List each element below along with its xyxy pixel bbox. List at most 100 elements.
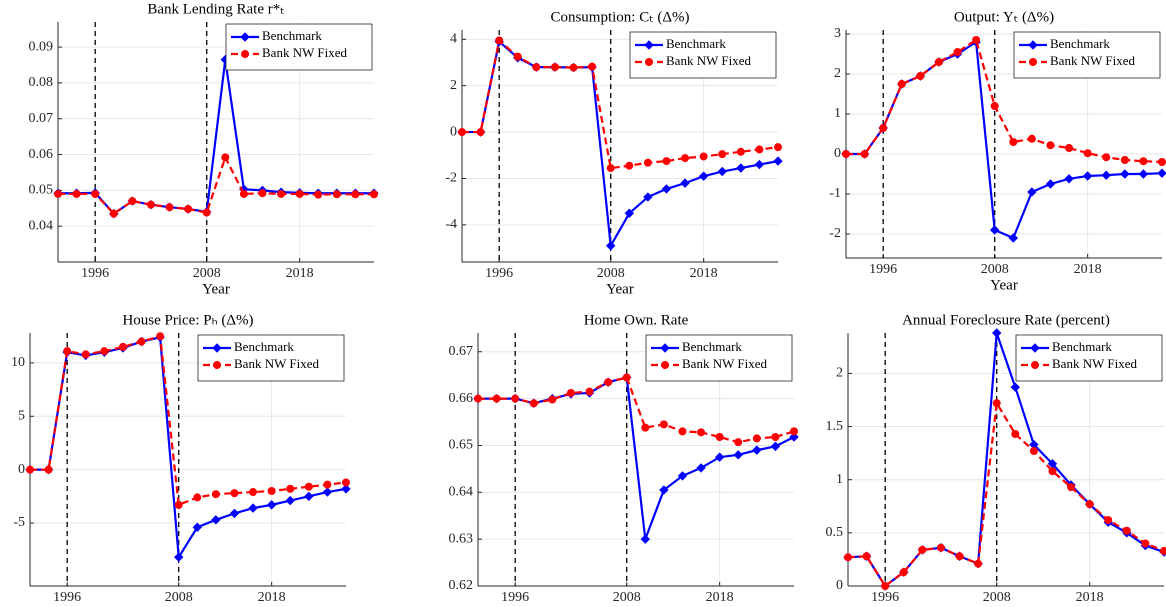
legend-marker (644, 40, 654, 50)
marker (229, 508, 240, 519)
marker (128, 197, 137, 206)
x-tick-label: 2018 (706, 590, 734, 605)
marker (495, 36, 504, 45)
x-tick-label: 1996 (53, 590, 81, 605)
x-tick-label: 2018 (258, 590, 286, 605)
marker (972, 36, 981, 44)
legend: Benchmark Bank NW Fixed (1015, 334, 1163, 382)
chart-panel: -5 0 5 10 1996 2008 2018 House Price: Pₕ (Δ%) Ye… (11, 312, 351, 607)
marker (277, 189, 286, 198)
legend-marker (1031, 361, 1039, 369)
marker (953, 48, 962, 56)
x-tick-label: 1996 (871, 590, 899, 605)
y-tick-label: 3 (834, 26, 841, 41)
legend-box (1015, 334, 1163, 382)
marker (304, 491, 314, 502)
marker (698, 171, 709, 181)
series-line (846, 38, 1163, 164)
marker (1048, 467, 1057, 476)
x-tick-label: 2018 (690, 266, 718, 281)
legend-box (197, 334, 345, 382)
legend-marker (661, 361, 669, 369)
chart-panel: 0.04 0.05 0.06 0.07 0.08 0.09 1996 2008 2018 Bank… (29, 1, 379, 297)
marker (474, 394, 482, 403)
x-tick-label: 2008 (981, 262, 1009, 277)
x-axis-label: Year (606, 281, 634, 297)
x-tick-label: 2008 (597, 266, 625, 281)
chart-title: Home Own. Rate (584, 312, 689, 328)
legend-marker (213, 361, 221, 369)
marker (1008, 233, 1019, 243)
marker (622, 373, 631, 382)
marker (341, 484, 351, 494)
marker (492, 394, 501, 403)
marker (770, 441, 781, 452)
marker (1160, 546, 1166, 555)
legend-label: Bank NW Fixed (1050, 53, 1135, 68)
legend-label: Bank NW Fixed (682, 356, 767, 371)
legend-label: Bank NW Fixed (234, 356, 319, 371)
marker (1009, 138, 1018, 146)
y-tick-label: 5 (18, 408, 25, 423)
marker (323, 480, 332, 489)
marker (332, 190, 341, 199)
marker (295, 189, 304, 198)
marker (1083, 149, 1092, 158)
chart-title: Consumption: Cₜ (Δ%) (550, 9, 689, 25)
legend: Benchmark Bank NW Fixed (197, 334, 345, 382)
marker (258, 189, 267, 198)
marker (717, 166, 727, 177)
marker (1085, 500, 1094, 509)
marker (1011, 429, 1020, 438)
x-tick-label: 1996 (869, 262, 897, 277)
y-tick-label: 0 (836, 578, 843, 593)
y-tick-label: 0.04 (29, 218, 54, 233)
x-axis-label: Year (202, 281, 230, 297)
y-tick-label: 0.65 (449, 438, 474, 453)
marker (202, 208, 211, 217)
y-tick-label: 0.06 (29, 147, 54, 162)
marker (1141, 539, 1150, 548)
legend-marker (241, 50, 249, 58)
marker (916, 72, 925, 80)
x-tick-label: 2008 (165, 590, 193, 605)
marker (773, 156, 783, 166)
x-axis-label: Year (992, 605, 1020, 607)
legend-marker (212, 343, 222, 353)
y-tick-label: 0.66 (449, 391, 474, 406)
y-tick-label: 0.08 (29, 75, 54, 90)
marker (955, 552, 964, 561)
marker (230, 489, 239, 498)
marker (109, 209, 118, 218)
legend-label: Benchmark (666, 36, 726, 51)
marker (992, 399, 1001, 408)
marker (936, 543, 945, 552)
y-tick-label: 0.05 (29, 183, 54, 198)
legend-marker (1028, 40, 1038, 50)
marker (714, 452, 725, 462)
marker (1139, 157, 1148, 166)
marker (1064, 174, 1074, 184)
marker (184, 204, 193, 213)
marker (1046, 141, 1055, 150)
marker (661, 184, 672, 194)
marker (897, 80, 906, 88)
marker (680, 178, 690, 188)
marker (789, 432, 799, 442)
marker (641, 423, 650, 432)
x-tick-label: 1996 (485, 266, 513, 281)
marker (1157, 168, 1166, 178)
marker (532, 63, 541, 72)
marker (458, 128, 466, 137)
marker (774, 143, 782, 152)
marker (173, 552, 184, 562)
marker (1101, 170, 1111, 180)
chart-panel: 0 0.5 1 1.5 2 1996 2008 2018 Annual Foreclosure … (826, 312, 1166, 607)
marker (54, 189, 62, 198)
marker (529, 399, 538, 408)
marker (211, 515, 221, 525)
y-tick-label: 0.63 (449, 531, 474, 546)
legend: Benchmark Bank NW Fixed (225, 23, 373, 71)
marker (989, 225, 1000, 235)
marker (248, 503, 258, 513)
